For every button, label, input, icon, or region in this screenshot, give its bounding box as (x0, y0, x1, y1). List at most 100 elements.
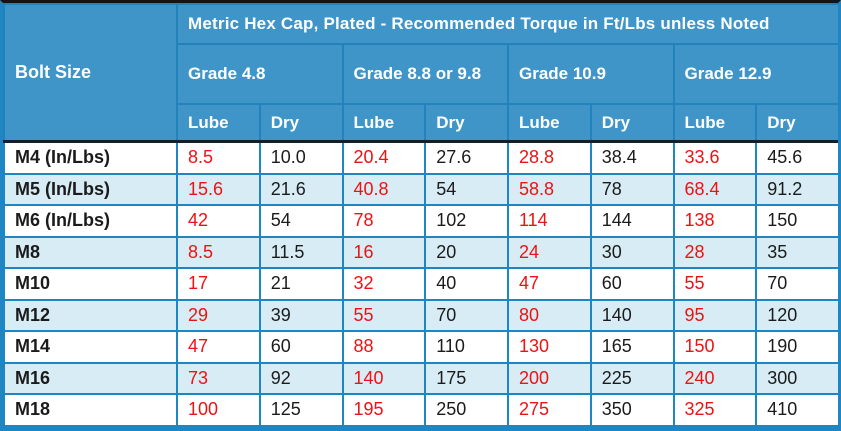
dry-value-cell: 580 (755, 424, 838, 427)
dry-value-cell: 27.6 (424, 140, 509, 175)
dry-value-cell: 54 (258, 204, 344, 238)
dry-value-cell: 38.4 (589, 140, 675, 175)
table-header: Bolt Size Metric Hex Cap, Plated - Recom… (3, 3, 838, 143)
lube-value-cell: 8.5 (176, 235, 261, 269)
bolt-size-cell: M8 (3, 235, 178, 269)
lube-value-cell: 20.4 (341, 140, 427, 175)
dry-value-cell: 350 (589, 393, 675, 427)
dry-value-cell: 91.2 (755, 172, 838, 206)
dry-value-cell: 21.6 (258, 172, 344, 206)
bolt-size-cell: M5 (In/Lbs) (3, 172, 178, 206)
lube-value-cell: 140 (341, 361, 427, 395)
dry-value-cell: 140 (589, 298, 675, 332)
lube-header: Lube (341, 103, 427, 143)
lube-value-cell: 58.8 (507, 172, 592, 206)
dry-value-cell: 300 (755, 361, 838, 395)
dry-value-cell: 102 (424, 204, 509, 238)
lube-value-cell: 55 (672, 267, 758, 301)
dry-value-cell: 20 (424, 235, 509, 269)
dry-value-cell: 92 (258, 361, 344, 395)
lube-value-cell: 28 (672, 235, 758, 269)
lube-value-cell: 400 (507, 424, 592, 427)
dry-value-cell: 40 (424, 267, 509, 301)
grade-10-9-header: Grade 10.9 (507, 43, 675, 105)
lube-value-cell: 200 (507, 361, 592, 395)
dry-value-cell: 60 (258, 330, 344, 364)
lube-header: Lube (507, 103, 592, 143)
grade-12-9-header: Grade 12.9 (672, 43, 838, 105)
dry-header: Dry (589, 103, 675, 143)
dry-value-cell: 410 (755, 393, 838, 427)
lube-value-cell: 275 (507, 393, 592, 427)
table-row: M20140180275350400500460580 (3, 424, 838, 427)
lube-dry-header-row: Lube Dry Lube Dry Lube Dry Lube Dry (4, 103, 838, 143)
bolt-size-cell: M4 (In/Lbs) (3, 140, 178, 175)
dry-value-cell: 54 (424, 172, 509, 206)
grade-4-8-header: Grade 4.8 (176, 43, 344, 105)
dry-value-cell: 225 (589, 361, 675, 395)
dry-value-cell: 30 (589, 235, 675, 269)
lube-value-cell: 32 (341, 267, 427, 301)
dry-value-cell: 144 (589, 204, 675, 238)
bolt-size-cell: M12 (3, 298, 178, 332)
lube-value-cell: 78 (341, 204, 427, 238)
dry-value-cell: 500 (589, 424, 675, 427)
torque-table: Bolt Size Metric Hex Cap, Plated - Recom… (3, 3, 838, 427)
lube-value-cell: 140 (176, 424, 261, 427)
dry-value-cell: 120 (755, 298, 838, 332)
table-row: M12 29 39 55 70 80 140 95 120 (3, 298, 838, 332)
dry-value-cell: 70 (755, 267, 838, 301)
dry-value-cell: 350 (424, 424, 509, 427)
bolt-size-cell: M20 (3, 424, 178, 427)
lube-value-cell: 8.5 (176, 140, 261, 175)
lube-header: Lube (176, 103, 261, 143)
dry-value-cell: 110 (424, 330, 509, 364)
dry-header: Dry (755, 103, 838, 143)
lube-value-cell: 150 (672, 330, 758, 364)
lube-header: Lube (672, 103, 758, 143)
lube-value-cell: 47 (176, 330, 261, 364)
bolt-size-cell: M14 (3, 330, 178, 364)
dry-value-cell: 11.5 (258, 235, 344, 269)
lube-value-cell: 80 (507, 298, 592, 332)
dry-value-cell: 35 (755, 235, 838, 269)
lube-value-cell: 29 (176, 298, 261, 332)
dry-header: Dry (424, 103, 509, 143)
table-title: Metric Hex Cap, Plated - Recommended Tor… (175, 3, 838, 45)
lube-value-cell: 55 (341, 298, 427, 332)
table-row: M14 47 60 88 110 130 165 150 190 (3, 330, 838, 364)
lube-value-cell: 195 (341, 393, 427, 427)
lube-value-cell: 460 (672, 424, 758, 427)
bolt-size-header: Bolt Size (3, 3, 178, 143)
lube-value-cell: 138 (672, 204, 758, 238)
grade-8-8-header: Grade 8.8 or 9.8 (341, 43, 509, 105)
dry-value-cell: 125 (258, 393, 344, 427)
lube-value-cell: 24 (507, 235, 592, 269)
table-row: M18 100 125 195 250 275 350 325 410 (3, 393, 838, 427)
table-row: M5 (In/Lbs) 15.6 21.6 40.8 54 58.8 78 68.4 91.2 (3, 172, 838, 206)
lube-value-cell: 130 (507, 330, 592, 364)
bolt-size-cell: M18 (3, 393, 178, 427)
table-row: M8 8.5 11.5 16 20 24 30 28 35 (3, 235, 838, 269)
lube-value-cell: 17 (176, 267, 261, 301)
lube-value-cell: 47 (507, 267, 592, 301)
lube-value-cell: 240 (672, 361, 758, 395)
dry-value-cell: 150 (755, 204, 838, 238)
dry-header: Dry (258, 103, 344, 143)
lube-value-cell: 95 (672, 298, 758, 332)
grade-header-row: Grade 4.8 Grade 8.8 or 9.8 Grade 10.9 Gr… (4, 43, 838, 105)
table-row: M6 (In/Lbs) 42 54 78 102 114 144 138 150 (3, 204, 838, 238)
lube-value-cell: 88 (341, 330, 427, 364)
lube-value-cell: 42 (176, 204, 261, 238)
bolt-size-cell: M6 (In/Lbs) (3, 204, 178, 238)
dry-value-cell: 180 (258, 424, 344, 427)
lube-value-cell: 16 (341, 235, 427, 269)
lube-value-cell: 28.8 (507, 140, 592, 175)
table-row: M4 (In/Lbs) 8.5 10.0 20.4 27.6 28.8 38.4 33.6 45… (3, 140, 838, 175)
dry-value-cell: 190 (755, 330, 838, 364)
dry-value-cell: 165 (589, 330, 675, 364)
lube-value-cell: 325 (672, 393, 758, 427)
bolt-size-cell: M10 (3, 267, 178, 301)
dry-value-cell: 10.0 (258, 140, 344, 175)
